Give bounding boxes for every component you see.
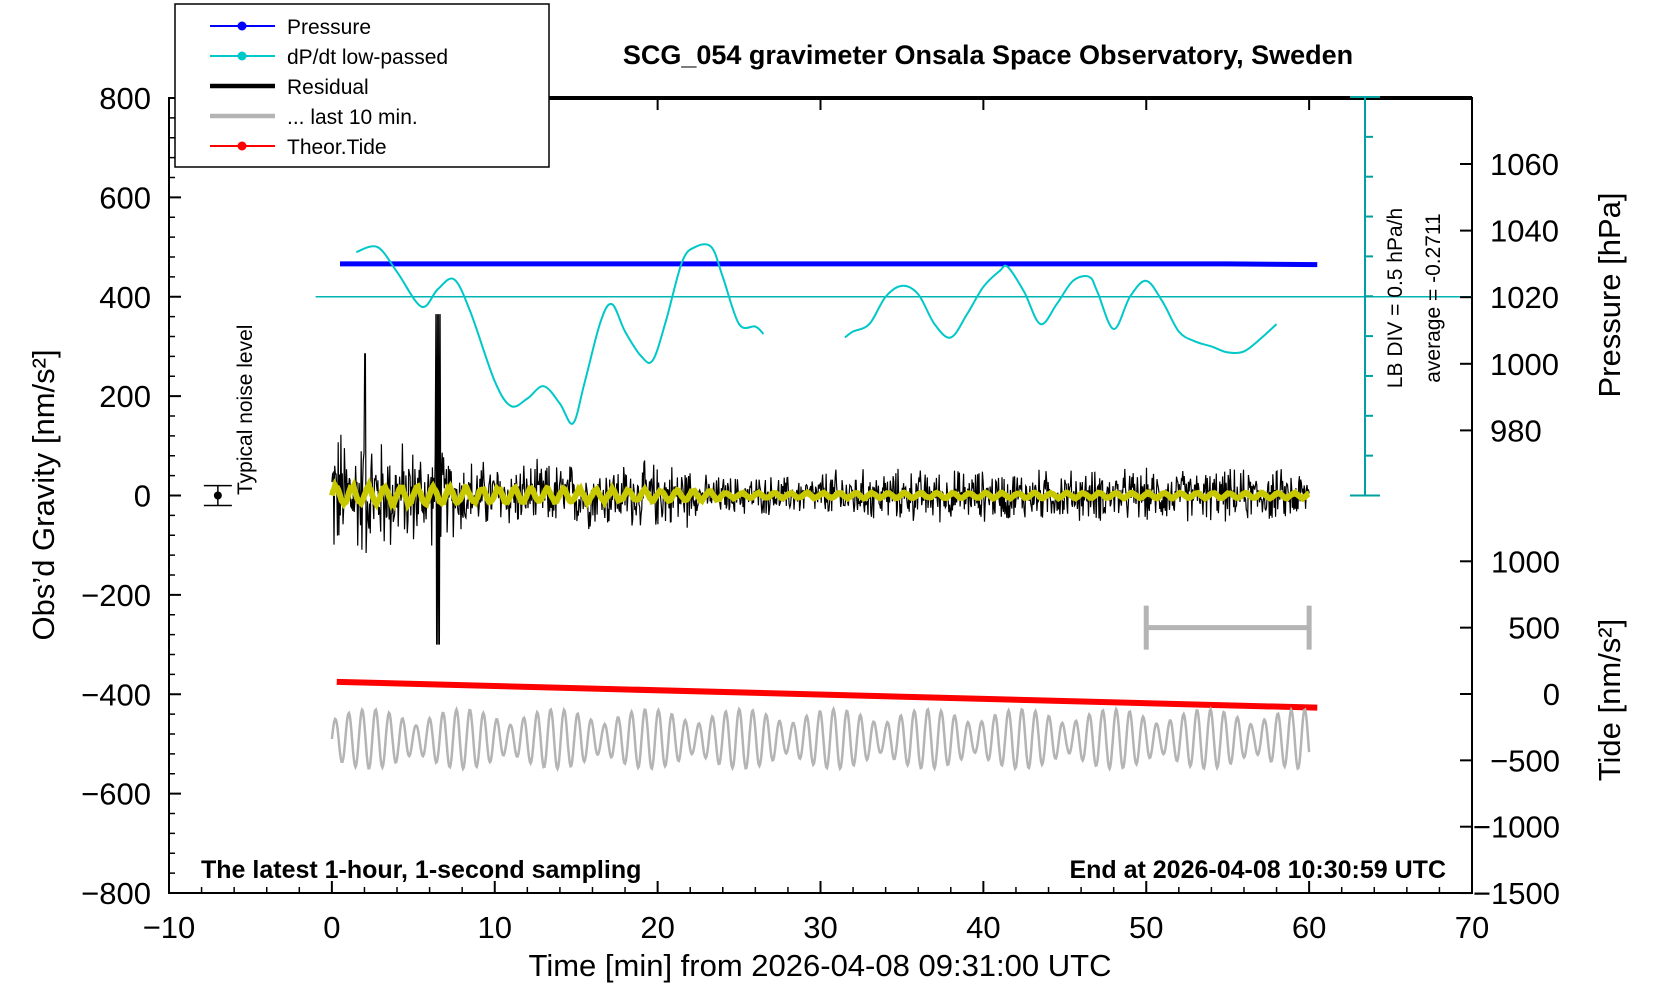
tide-axis-title: Tide [nm/s²] bbox=[1592, 619, 1627, 782]
x-tick-label: 60 bbox=[1292, 910, 1326, 945]
legend-label: ... last 10 min. bbox=[287, 106, 418, 129]
y-axis-title: Obs’d Gravity [nm/s²] bbox=[26, 349, 61, 640]
x-tick-label: 0 bbox=[323, 910, 340, 945]
y-tick-label: 0 bbox=[134, 479, 151, 514]
x-tick-label: 20 bbox=[640, 910, 674, 945]
pressure-line bbox=[340, 261, 1318, 268]
pressure-tick-label: 1060 bbox=[1490, 147, 1559, 182]
noise-point bbox=[213, 491, 222, 500]
dpdt-line bbox=[355, 243, 765, 425]
tide-tick-label: −1000 bbox=[1473, 810, 1560, 845]
last-10-min-line bbox=[330, 705, 1311, 773]
legend-label: Theor.Tide bbox=[287, 136, 387, 159]
smoothed-residual-line bbox=[329, 477, 1311, 512]
pressure-tick-label: 1000 bbox=[1490, 347, 1559, 382]
pressure-tick-label: 1020 bbox=[1490, 280, 1559, 315]
tide-tick-label: −1500 bbox=[1473, 876, 1560, 911]
legend-marker bbox=[237, 51, 247, 61]
legend-label: Pressure bbox=[287, 16, 371, 39]
residual-line bbox=[331, 314, 1310, 645]
lb-div-label: LB DIV = 0.5 hPa/h bbox=[1384, 208, 1407, 388]
x-tick-label: 10 bbox=[478, 910, 512, 945]
noise-label: Typical noise level bbox=[234, 325, 257, 495]
tide-tick-label: −500 bbox=[1490, 743, 1560, 778]
pressure-axis-title: Pressure [hPa] bbox=[1592, 192, 1627, 397]
x-tick-label: 70 bbox=[1455, 910, 1489, 945]
tide-tick-label: 0 bbox=[1543, 677, 1560, 712]
x-tick-label: 30 bbox=[803, 910, 837, 945]
y-tick-label: 400 bbox=[99, 280, 151, 315]
average-label: average = -0.2711 bbox=[1422, 213, 1445, 383]
y-tick-label: −200 bbox=[81, 578, 151, 613]
x-tick-label: 50 bbox=[1129, 910, 1163, 945]
bottom-left-note: The latest 1-hour, 1-second sampling bbox=[201, 856, 641, 884]
y-tick-label: −400 bbox=[81, 677, 151, 712]
legend-marker bbox=[237, 141, 247, 151]
pressure-tick-label: 980 bbox=[1490, 413, 1542, 448]
tide-tick-label: 500 bbox=[1508, 611, 1560, 646]
bottom-right-note: End at 2026-04-08 10:30:59 UTC bbox=[1069, 856, 1446, 884]
y-tick-label: 200 bbox=[99, 379, 151, 414]
tide-tick-label: 1000 bbox=[1491, 544, 1560, 579]
x-axis-title: Time [min] from 2026-04-08 09:31:00 UTC bbox=[529, 948, 1112, 983]
y-tick-label: −600 bbox=[81, 777, 151, 812]
legend-label: dP/dt low-passed bbox=[287, 46, 448, 69]
theor-tide-line bbox=[336, 678, 1318, 711]
y-tick-label: 600 bbox=[99, 180, 151, 215]
x-tick-label: 40 bbox=[966, 910, 1000, 945]
chart-title: SCG_054 gravimeter Onsala Space Observat… bbox=[623, 40, 1353, 70]
y-tick-label: −800 bbox=[81, 876, 151, 911]
legend-label: Residual bbox=[287, 76, 369, 99]
legend: Pressure dP/dt low-passed Residual ... last… bbox=[174, 3, 550, 168]
y-tick-label: 800 bbox=[99, 81, 151, 116]
pressure-tick-label: 1040 bbox=[1490, 214, 1559, 249]
dpdt-line bbox=[844, 264, 1278, 355]
legend-marker bbox=[237, 21, 247, 31]
x-tick-label: −10 bbox=[143, 910, 196, 945]
